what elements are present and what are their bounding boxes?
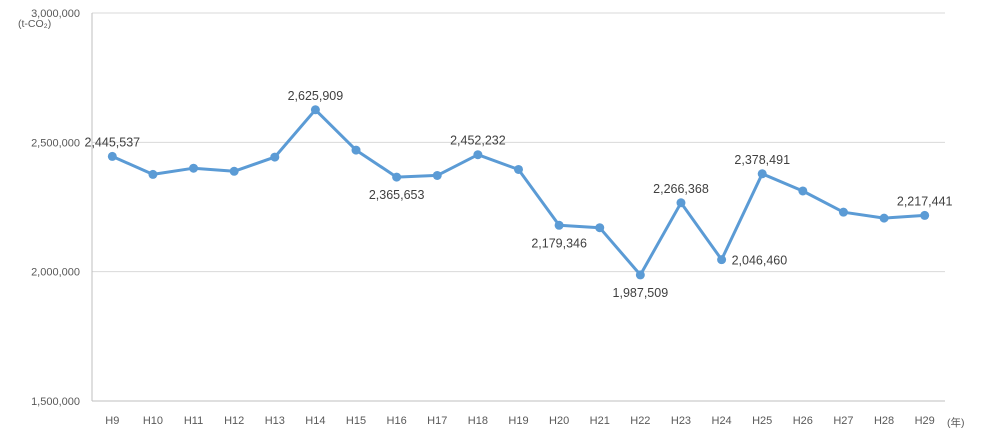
x-tick-label: H26 [793,415,813,427]
x-tick-label: H16 [387,415,407,427]
data-label: 2,179,346 [531,236,587,250]
x-axis-ticks: H9 H10 H11 H12 H13 H14 H15 H16 H17 H18 H19 H20 H21 H2… [105,415,935,427]
data-points [107,105,930,280]
x-tick-label: H24 [712,415,732,427]
data-point [920,210,930,220]
x-tick-label: H21 [590,415,610,427]
data-point [838,207,848,217]
y-axis-ticks: 1,500,000 2,000,000 2,500,000 3,000,000 [31,8,80,408]
y-tick-label: 1,500,000 [31,396,80,408]
x-tick-label: H18 [468,415,488,427]
data-label: 2,378,491 [734,153,790,167]
data-point [635,270,645,280]
data-label: 2,217,441 [897,194,953,208]
axes [91,13,945,402]
data-point [392,172,402,182]
data-point [757,169,767,179]
y-tick-label: 3,000,000 [31,8,80,20]
data-point [717,255,727,265]
data-label: 2,625,909 [288,89,344,103]
data-point [270,152,280,162]
data-point [798,186,808,196]
x-tick-label: H15 [346,415,366,427]
data-label: 2,046,460 [732,254,788,268]
data-point [310,105,320,115]
data-label: 2,452,232 [450,134,506,148]
x-tick-label: H10 [143,415,163,427]
data-label: 1,987,509 [613,286,669,300]
data-point [595,223,605,233]
x-tick-label: H29 [915,415,935,427]
x-tick-label: H25 [752,415,772,427]
data-label: 2,266,368 [653,182,709,196]
data-labels: 2,445,537 2,625,909 2,365,653 2,452,232 2,17… [85,89,953,300]
data-point [432,170,442,180]
y-axis-unit-label: (t-CO₂) [18,18,51,30]
data-point [148,169,158,179]
gridlines [92,12,945,273]
data-point [473,150,483,160]
x-tick-label: H23 [671,415,691,427]
data-label: 2,365,653 [369,188,425,202]
data-point [351,145,361,155]
data-point [107,151,117,161]
y-tick-label: 2,500,000 [31,137,80,149]
data-point [676,198,686,208]
x-tick-label: H13 [265,415,285,427]
x-tick-label: H14 [305,415,325,427]
data-point [189,163,199,173]
data-point [554,220,564,230]
x-tick-label: H22 [630,415,650,427]
x-tick-label: H20 [549,415,569,427]
data-point [879,213,889,223]
data-point [514,164,523,174]
data-label: 2,445,537 [85,135,141,149]
data-point [229,166,239,176]
y-tick-label: 2,000,000 [31,267,80,279]
x-tick-label: H12 [224,415,244,427]
x-tick-label: H19 [508,415,528,427]
x-tick-label: H17 [427,415,447,427]
x-tick-label: H27 [833,415,853,427]
x-axis-unit-label: (年) [947,416,965,429]
x-tick-label: H11 [184,415,203,427]
x-tick-label: H28 [874,415,894,427]
x-tick-label: H9 [105,415,119,427]
